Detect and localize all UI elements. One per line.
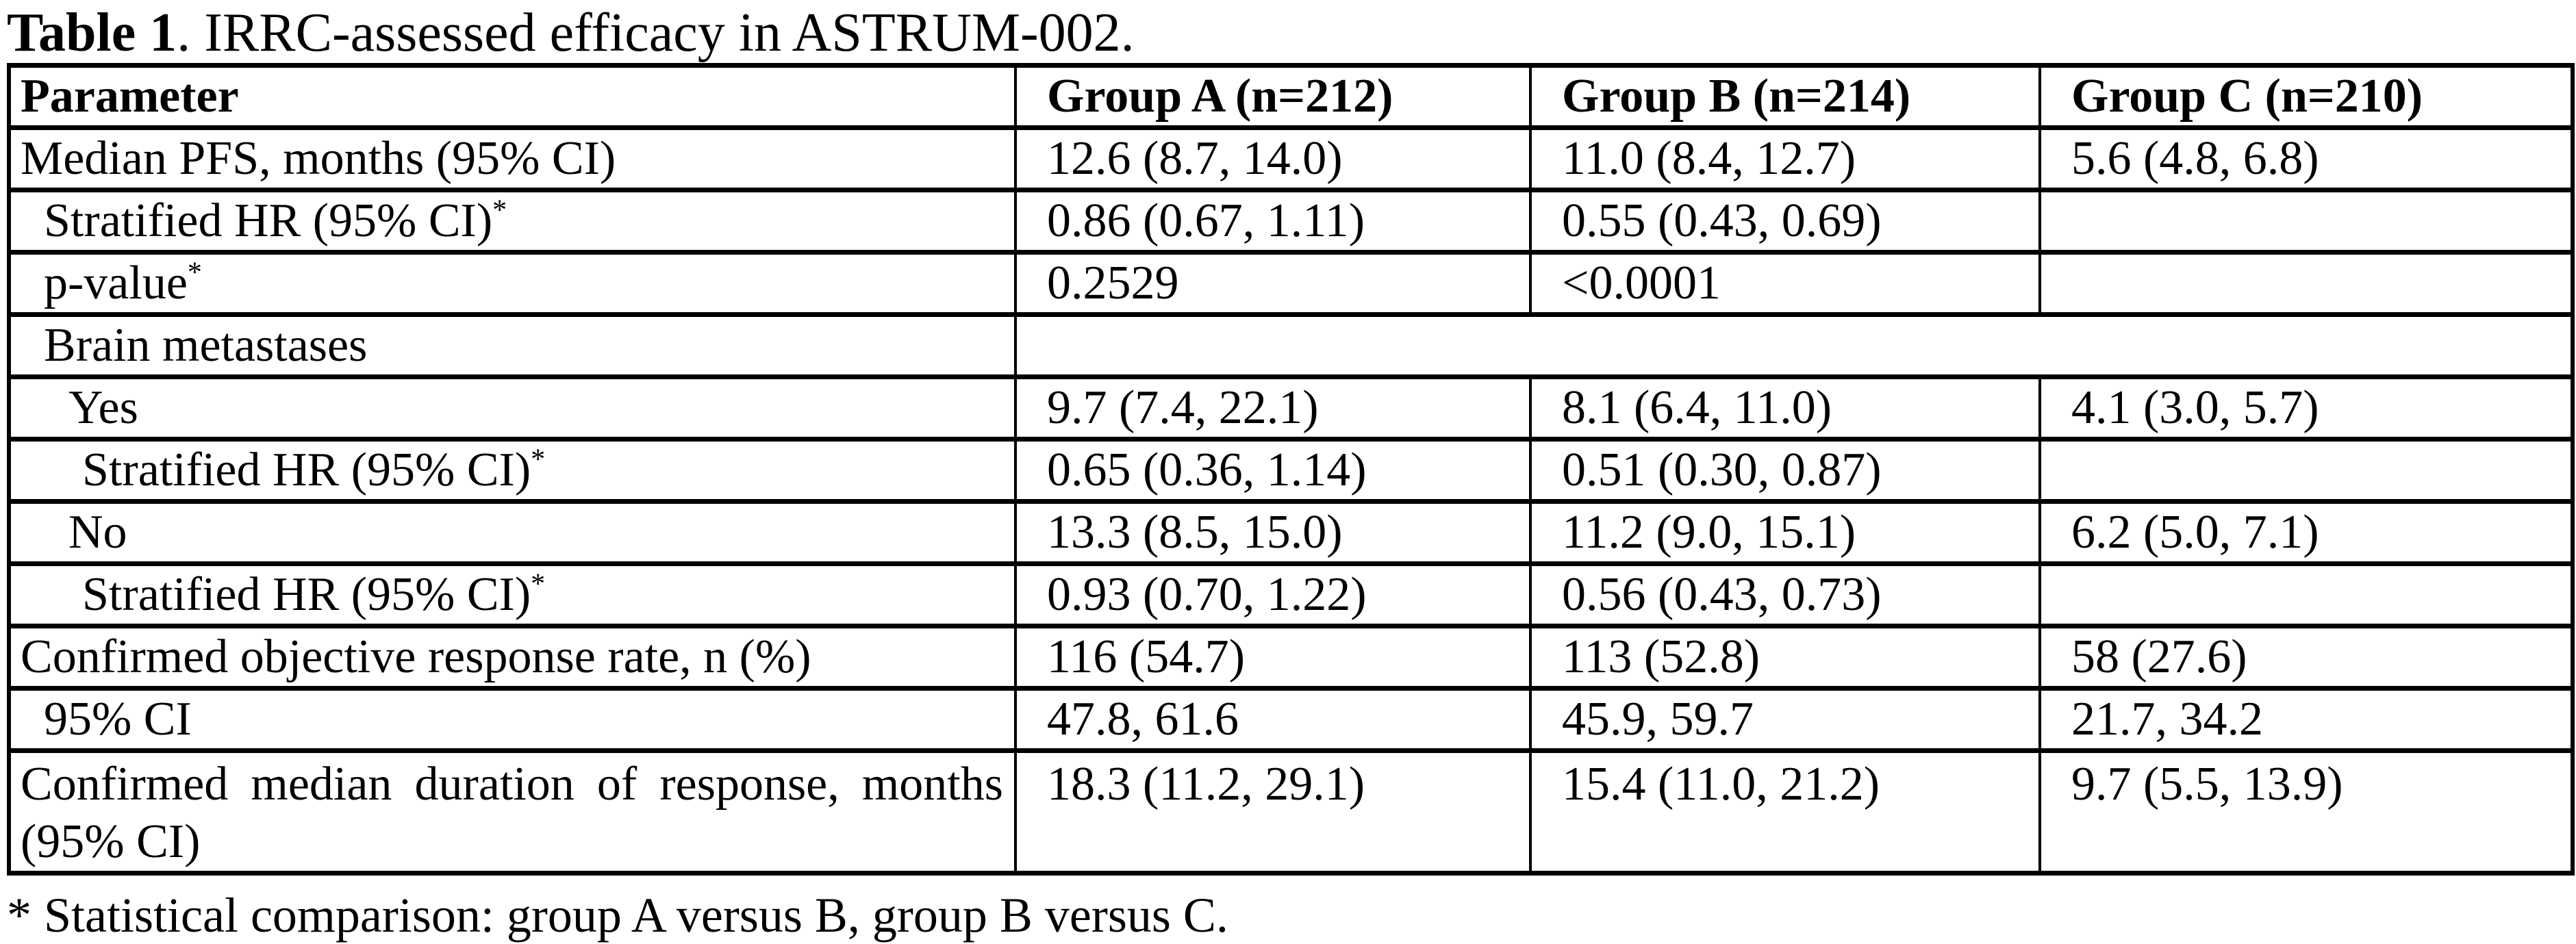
table-row-stratified-hr-no: Stratified HR (95% CI)* 0.93 (0.70, 1.22… [8,561,2574,628]
table-row-stratified-hr-overall: Stratified HR (95% CI)* 0.86 (0.67, 1.11… [8,188,2574,255]
cell-parameter: Stratified HR (95% CI)* [8,188,1017,255]
table-row-median-pfs: Median PFS, months (95% CI) 12.6 (8.7, 1… [8,125,2574,192]
cell-group-b: 11.0 (8.4, 12.7) [1529,125,2041,192]
header-parameter: Parameter [8,63,1017,130]
footnote: * Statistical comparison: group A versus… [7,888,1228,943]
cell-group-c [2038,250,2574,317]
header-row: Parameter Group A (n=212) Group B (n=214… [8,63,2574,130]
cell-parameter: Stratified HR (95% CI)* [8,437,1017,504]
cell-parameter: Yes [8,374,1017,442]
cell-parameter: p-value* [8,250,1017,317]
cell-group-a: 0.2529 [1014,250,1532,317]
cell-parameter-label: p-value [44,257,188,310]
efficacy-table: Parameter Group A (n=212) Group B (n=214… [7,63,2575,876]
header-group-b: Group B (n=214) [1529,63,2041,130]
table-title-caption: . IRRC-assessed efficacy in ASTRUM-002. [177,3,1135,63]
cell-parameter-label: Stratified HR (95% CI) [44,194,493,248]
footnote-marker: * [531,444,546,476]
cell-parameter-label: Stratified HR (95% CI) [82,568,531,622]
cell-group-c: 5.6 (4.8, 6.8) [2038,125,2574,192]
cell-parameter: No [8,499,1017,566]
cell-parameter-label: Stratified HR (95% CI) [82,444,531,497]
cell-group-c [2038,188,2574,255]
cell-group-b: 0.56 (0.43, 0.73) [1529,561,2041,628]
footnote-marker: * [187,257,202,289]
cell-group-a: 0.86 (0.67, 1.11) [1014,188,1532,255]
cell-group-c [2038,437,2574,504]
cell-parameter: 95% CI [8,686,1017,753]
cell-parameter: Stratified HR (95% CI)* [8,561,1017,628]
footnote-marker: * [492,194,507,227]
cell-parameter: Brain metastases [8,312,1017,379]
table-row-p-value: p-value* 0.2529 <0.0001 [8,250,2574,317]
cell-group-c: 9.7 (5.5, 13.9) [2038,748,2574,876]
footnote-marker: * [531,568,546,600]
cell-group-a: 47.8, 61.6 [1014,686,1532,753]
table-row-orr: Confirmed objective response rate, n (%)… [8,624,2574,691]
cell-parameter: Median PFS, months (95% CI) [8,125,1017,192]
table-title-label: Table 1 [7,3,177,63]
cell-group-b: 45.9, 59.7 [1529,686,2041,753]
cell-group-b: 11.2 (9.0, 15.1) [1529,499,2041,566]
cell-group-a: 0.93 (0.70, 1.22) [1014,561,1532,628]
cell-group-c [2038,561,2574,628]
cell-group-b: 0.55 (0.43, 0.69) [1529,188,2041,255]
table-row-brain-mets-no: No 13.3 (8.5, 15.0) 11.2 (9.0, 15.1) 6.2… [8,499,2574,566]
table-row-duration-of-response: Confirmed median duration of response, m… [8,748,2574,876]
header-group-c: Group C (n=210) [2038,63,2574,130]
cell-group-a: 12.6 (8.7, 14.0) [1014,125,1532,192]
cell-group-b: 15.4 (11.0, 21.2) [1529,748,2041,876]
cell-group-b: 8.1 (6.4, 11.0) [1529,374,2041,442]
cell-group-a: 18.3 (11.2, 29.1) [1014,748,1532,876]
cell-groups-merged-empty [1014,312,2574,379]
table-title: Table 1. IRRC-assessed efficacy in ASTRU… [7,4,2576,63]
cell-group-b: <0.0001 [1529,250,2041,317]
table-row-brain-metastases: Brain metastases [8,312,2574,379]
cell-group-b: 113 (52.8) [1529,624,2041,691]
cell-group-a: 13.3 (8.5, 15.0) [1014,499,1532,566]
header-group-a: Group A (n=212) [1014,63,1532,130]
cell-parameter: Confirmed median duration of response, m… [8,748,1017,876]
cell-group-a: 116 (54.7) [1014,624,1532,691]
cell-parameter: Confirmed objective response rate, n (%) [8,624,1017,691]
cell-group-a: 0.65 (0.36, 1.14) [1014,437,1532,504]
table-row-brain-mets-yes: Yes 9.7 (7.4, 22.1) 8.1 (6.4, 11.0) 4.1 … [8,374,2574,442]
table-row-stratified-hr-yes: Stratified HR (95% CI)* 0.65 (0.36, 1.14… [8,437,2574,504]
cell-group-c: 58 (27.6) [2038,624,2574,691]
cell-group-c: 6.2 (5.0, 7.1) [2038,499,2574,566]
cell-group-a: 9.7 (7.4, 22.1) [1014,374,1532,442]
cell-group-b: 0.51 (0.30, 0.87) [1529,437,2041,504]
cell-group-c: 4.1 (3.0, 5.7) [2038,374,2574,442]
cell-group-c: 21.7, 34.2 [2038,686,2574,753]
table-row-orr-ci: 95% CI 47.8, 61.6 45.9, 59.7 21.7, 34.2 [8,686,2574,753]
